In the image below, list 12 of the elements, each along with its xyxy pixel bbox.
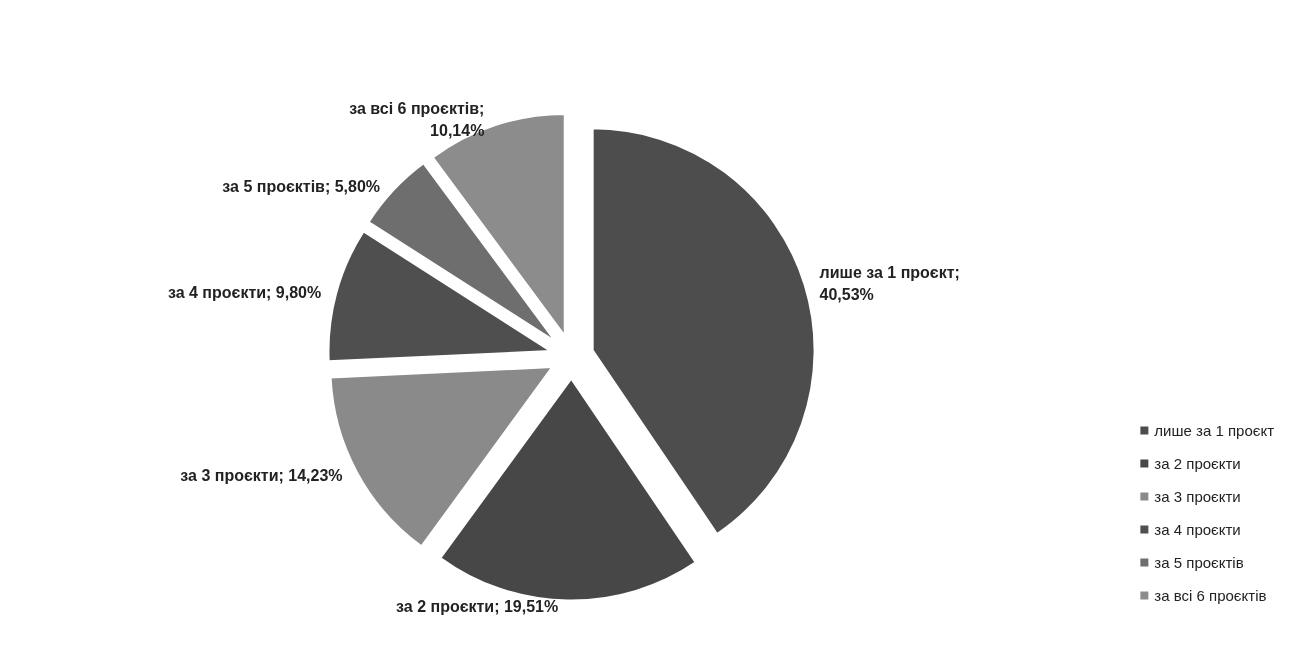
data-label: за 5 проєктів; 5,80% [222,177,381,195]
legend-label: за всі 6 проєктів [1154,587,1267,604]
legend-label: за 5 проєктів [1154,554,1244,571]
data-label: лише за 1 проєкт; 40,53% [819,263,960,303]
data-label: за 2 проєкти; 19,51% [396,598,559,616]
legend-label: за 4 проєкти [1154,521,1241,538]
legend-label: лише за 1 проєкт [1154,422,1275,439]
legend-label: за 3 проєкти [1154,488,1241,505]
data-label: за 3 проєкти; 14,23% [180,466,343,484]
data-label: за 4 проєкти; 9,80% [167,283,322,301]
data-label: за всі 6 проєктів; 10,14% [349,99,485,139]
legend-label: за 2 проєкти [1154,455,1241,472]
